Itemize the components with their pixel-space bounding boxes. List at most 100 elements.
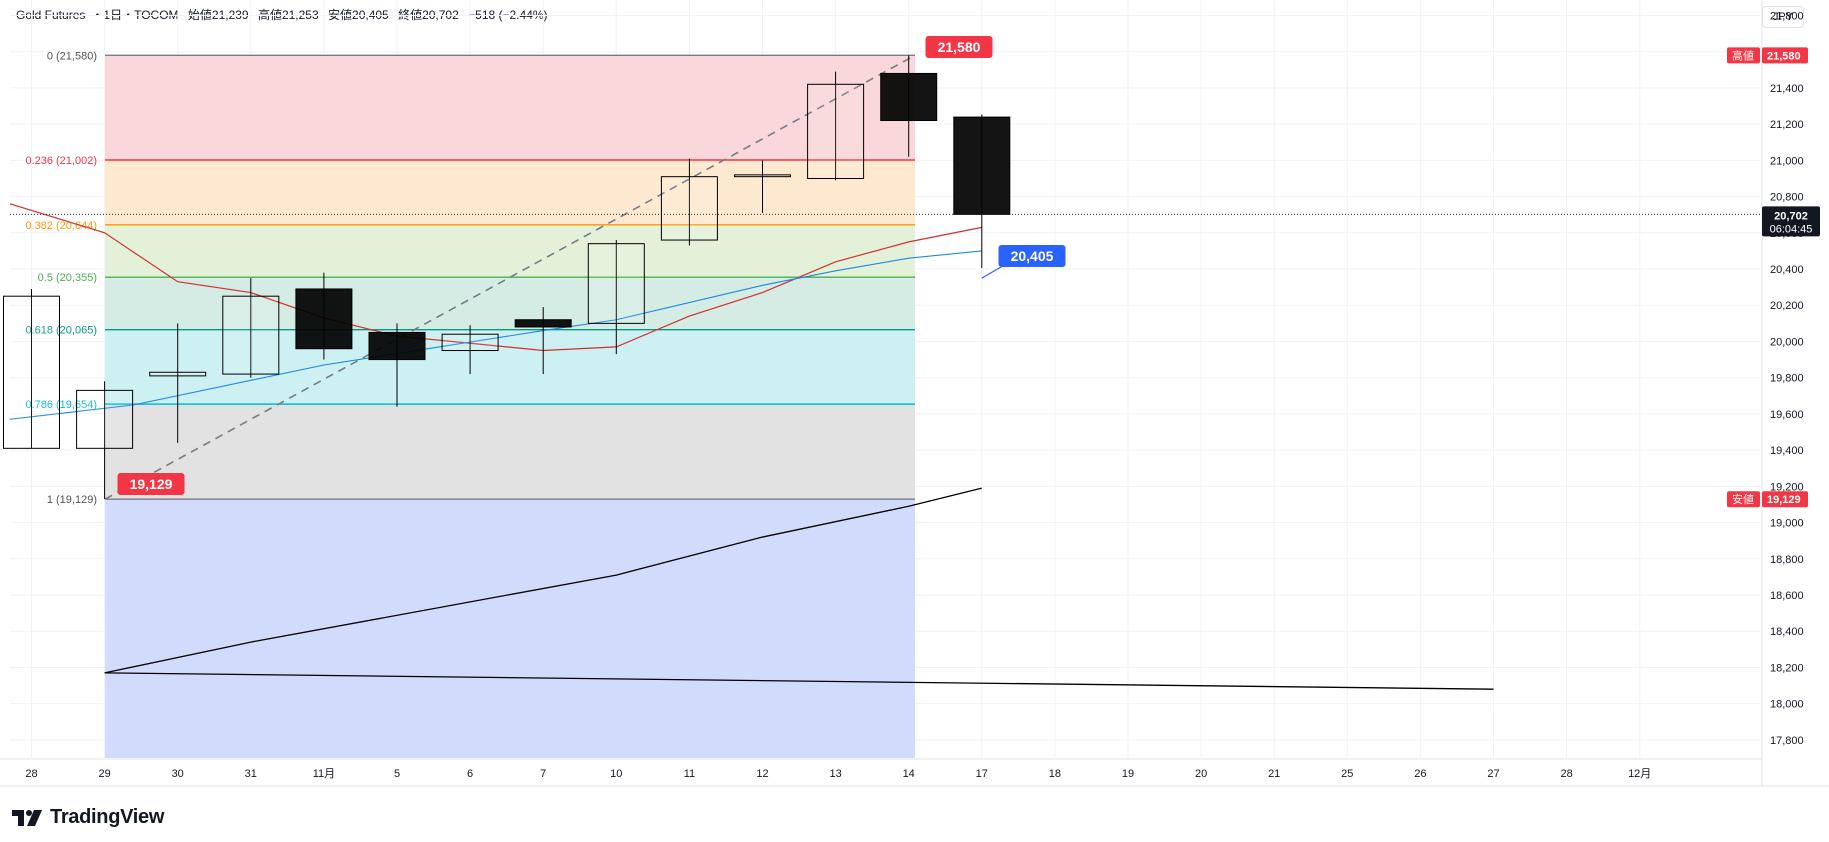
time-tick-label: 27 [1487,768,1499,780]
candle[interactable] [807,71,865,181]
callout-box [925,36,993,58]
candle-body-up [734,174,791,178]
price-tick-label: 18,600 [1770,590,1804,602]
price-tick-label: 21,400 [1770,83,1804,95]
fib-zone [105,55,915,161]
price-tick-label: 17,800 [1770,735,1804,747]
brand-name: TradingView [50,806,165,828]
candle-body-down [368,331,426,361]
candle-body-up [660,176,718,241]
axis-tag-text: 安値 [1732,492,1754,506]
axis-value-text: 19,129 [1767,494,1801,506]
price-axis[interactable]: 21,80021,60021,40021,20021,00020,80020,6… [1761,0,1804,786]
tradingview-logo[interactable]: TradingView [12,806,164,829]
axis-tag-text: 高値 [1732,48,1754,62]
candle-body-up [149,371,207,377]
price-tick-label: 21,000 [1770,155,1804,167]
candle[interactable] [953,114,1011,269]
candle[interactable] [587,240,645,355]
trend-line[interactable] [104,487,1494,690]
candle-body-up [587,243,645,324]
time-tick-label: 21 [1268,768,1280,780]
last-price-text: 20,702 [1774,210,1808,222]
fib-level-label: 0.618 (20,065) [25,325,97,337]
price-tick-label: 19,000 [1770,518,1804,530]
candle[interactable] [734,160,791,213]
price-tick-label: 20,000 [1770,336,1804,348]
price-tick-label: 18,000 [1770,699,1804,711]
time-tick-label: 29 [98,768,110,780]
candle-low-callout[interactable]: 20,405 [981,245,1066,279]
currency-button[interactable]: JPY [1762,6,1804,28]
candle[interactable] [76,381,134,500]
time-tick-label: 12月 [1628,768,1651,780]
callout-box [117,473,185,495]
candle[interactable] [441,325,499,375]
fib-level-label: 0.5 (20,355) [38,272,97,284]
time-tick-label: 12 [756,768,768,780]
callout-text: 20,405 [1011,248,1054,264]
axis-value-box [1762,47,1808,64]
time-tick-label: 11 [684,768,695,780]
time-tick-label: 25 [1341,768,1353,780]
candle[interactable] [222,278,280,378]
price-tick-label: 19,200 [1770,481,1804,493]
fib-zone [105,277,915,330]
tradingview-icon [12,809,42,826]
fibonacci-retracement[interactable]: 0 (21,580) 0.236 (21,002) 0.382 (20,644) 0.… [25,50,915,758]
price-tick-label: 19,800 [1770,373,1804,385]
candle[interactable] [149,323,207,443]
last-price-box [1762,206,1820,237]
fib-zone [105,329,915,405]
fib-level-label: 0 (21,580) [47,50,97,62]
time-tick-label: 13 [829,768,841,780]
fib-level-label: 0.236 (21,002) [25,155,97,167]
price-tick-label: 20,400 [1770,264,1804,276]
time-tick-label: 11月 [313,768,335,780]
candles [3,55,1011,500]
candle-body-down [953,116,1011,215]
moving-average-red[interactable] [9,203,982,352]
time-tick-label: 19 [1122,768,1134,780]
time-tick-label: 20 [1195,768,1207,780]
candle[interactable] [295,272,353,360]
candle[interactable] [660,158,718,246]
time-tick-label: 28 [25,768,37,780]
fib-zone [105,499,915,758]
fib-level-label: 0.382 (20,644) [25,220,97,232]
candle-body-up [76,389,134,449]
price-tick-label: 19,600 [1770,409,1804,421]
time-tick-label: 7 [540,768,546,780]
time-tick-label: 6 [467,768,473,780]
axis-value-text: 21,580 [1767,50,1801,62]
candle[interactable] [3,288,60,449]
candle-body-down [514,319,572,328]
time-tick-label: 31 [245,768,257,780]
fib-level-label: 0.786 (19,654) [25,399,97,411]
time-tick-label: 18 [1049,768,1061,780]
fib-zone [105,160,915,225]
high-axis-tag: 高値 21,580 [1727,47,1808,64]
candle[interactable] [368,323,426,407]
axis-tag-box [1727,491,1760,508]
time-tick-label: 26 [1414,768,1426,780]
time-axis[interactable]: 28 29 30 31 11月 5 6 7 10 11 12 13 14 17 18 19 20 21 25 26 27… [0,758,1829,787]
low-price-callout[interactable]: 19,129 [117,473,185,495]
fib-level-label: 1 (19,129) [47,494,97,506]
time-tick-label: 5 [394,768,400,780]
axis-value-box [1762,491,1808,508]
time-tick-label: 17 [976,768,988,780]
callout-box [998,245,1066,267]
low-axis-tag: 安値 19,129 [1727,491,1808,508]
time-tick-label: 30 [172,768,184,780]
price-tick-label: 21,800 [1770,10,1804,22]
high-price-callout[interactable]: 21,580 [925,36,993,58]
axis-tag-box [1727,47,1760,64]
time-tick-label: 14 [903,768,915,780]
candle[interactable] [514,307,572,375]
price-tick-label: 19,400 [1770,445,1804,457]
time-tick-label: 28 [1560,768,1572,780]
candle[interactable] [880,55,938,157]
countdown-text: 06:04:45 [1770,223,1813,235]
